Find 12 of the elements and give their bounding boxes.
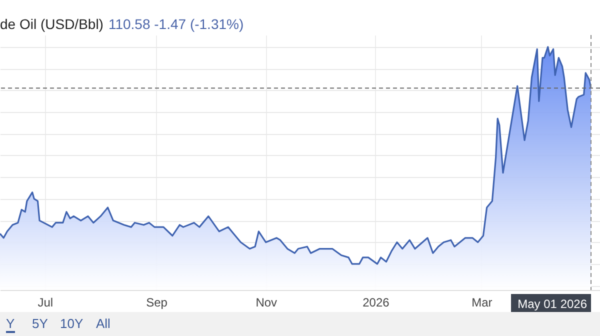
x-tick-label: Mar — [472, 296, 492, 310]
chart-title: de Oil (USD/Bbl) — [0, 16, 104, 32]
x-tick-label: Nov — [256, 296, 278, 310]
text: All — [96, 316, 110, 331]
text: Y — [6, 316, 15, 333]
text: 110.58 -1.47 (-1.31%) — [108, 16, 244, 32]
x-tick-label: 2026 — [362, 296, 390, 310]
text: 10Y — [60, 316, 84, 331]
x-tick-label: Jul — [38, 296, 54, 310]
ref-line-label: May 01 2026 — [518, 297, 588, 311]
text: 5Y — [32, 316, 48, 331]
x-tick-label: Sep — [146, 296, 168, 310]
